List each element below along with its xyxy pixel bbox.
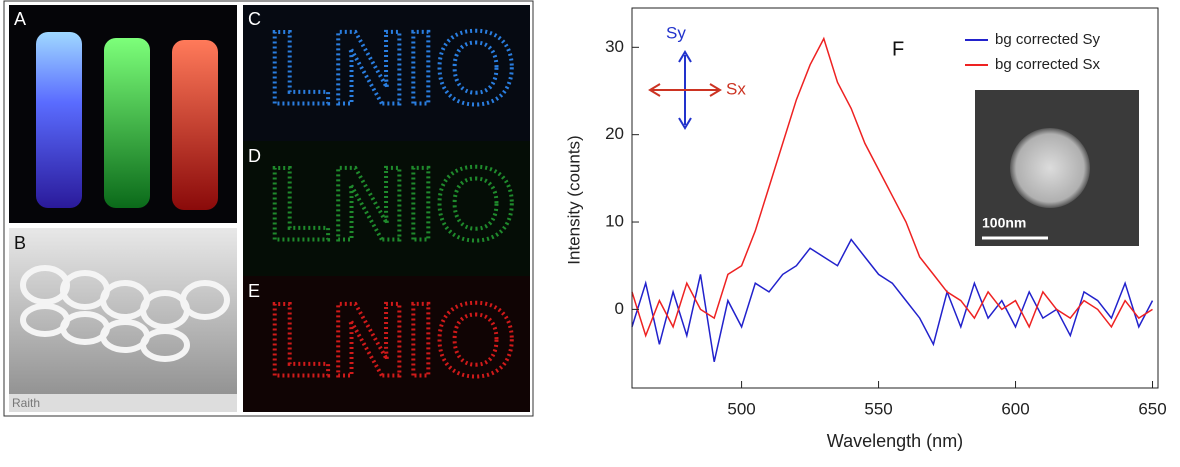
y-tick-label: 10	[605, 212, 624, 231]
panel-label: E	[248, 281, 260, 301]
plot-frame	[631, 7, 1159, 389]
pattern: LNIO	[268, 10, 516, 126]
pattern: LNIO	[268, 282, 516, 398]
annotation: Sx	[726, 79, 746, 98]
panel-label: D	[248, 146, 261, 166]
photo-d	[243, 141, 530, 276]
y-axis-label: Intensity (counts)	[564, 135, 583, 264]
x-tick-label: 650	[1138, 399, 1166, 418]
series-line	[631, 238, 1154, 362]
panel-label: F	[892, 38, 904, 60]
scale-label: 100nm	[982, 215, 1026, 231]
structure	[20, 265, 230, 362]
pattern: LNIO	[268, 146, 516, 262]
info-bar	[9, 394, 237, 412]
x-tick-label: 500	[727, 399, 755, 418]
vial	[104, 38, 150, 208]
brand: Raith	[12, 396, 40, 410]
panel-label: C	[248, 9, 261, 29]
x-tick-label: 600	[1001, 399, 1029, 418]
x-axis-label: Wavelength (nm)	[827, 431, 963, 451]
panel-label: A	[14, 9, 26, 29]
annotation: Sy	[666, 23, 686, 42]
y-tick-label: 0	[615, 299, 624, 318]
y-tick-label: 20	[605, 124, 624, 143]
photo-e	[243, 276, 530, 412]
photo-c	[243, 5, 530, 141]
x-tick-label: 550	[864, 399, 892, 418]
legend-label: bg corrected Sy	[995, 31, 1101, 48]
polarization-arrows	[648, 50, 722, 130]
panel-label: B	[14, 233, 26, 253]
legend-label: bg corrected Sx	[995, 56, 1101, 73]
vial	[172, 40, 218, 210]
particle	[1010, 128, 1090, 208]
y-tick-label: 30	[605, 37, 624, 56]
series-line	[631, 36, 1153, 338]
frame	[3, 0, 534, 417]
vial	[36, 32, 82, 208]
